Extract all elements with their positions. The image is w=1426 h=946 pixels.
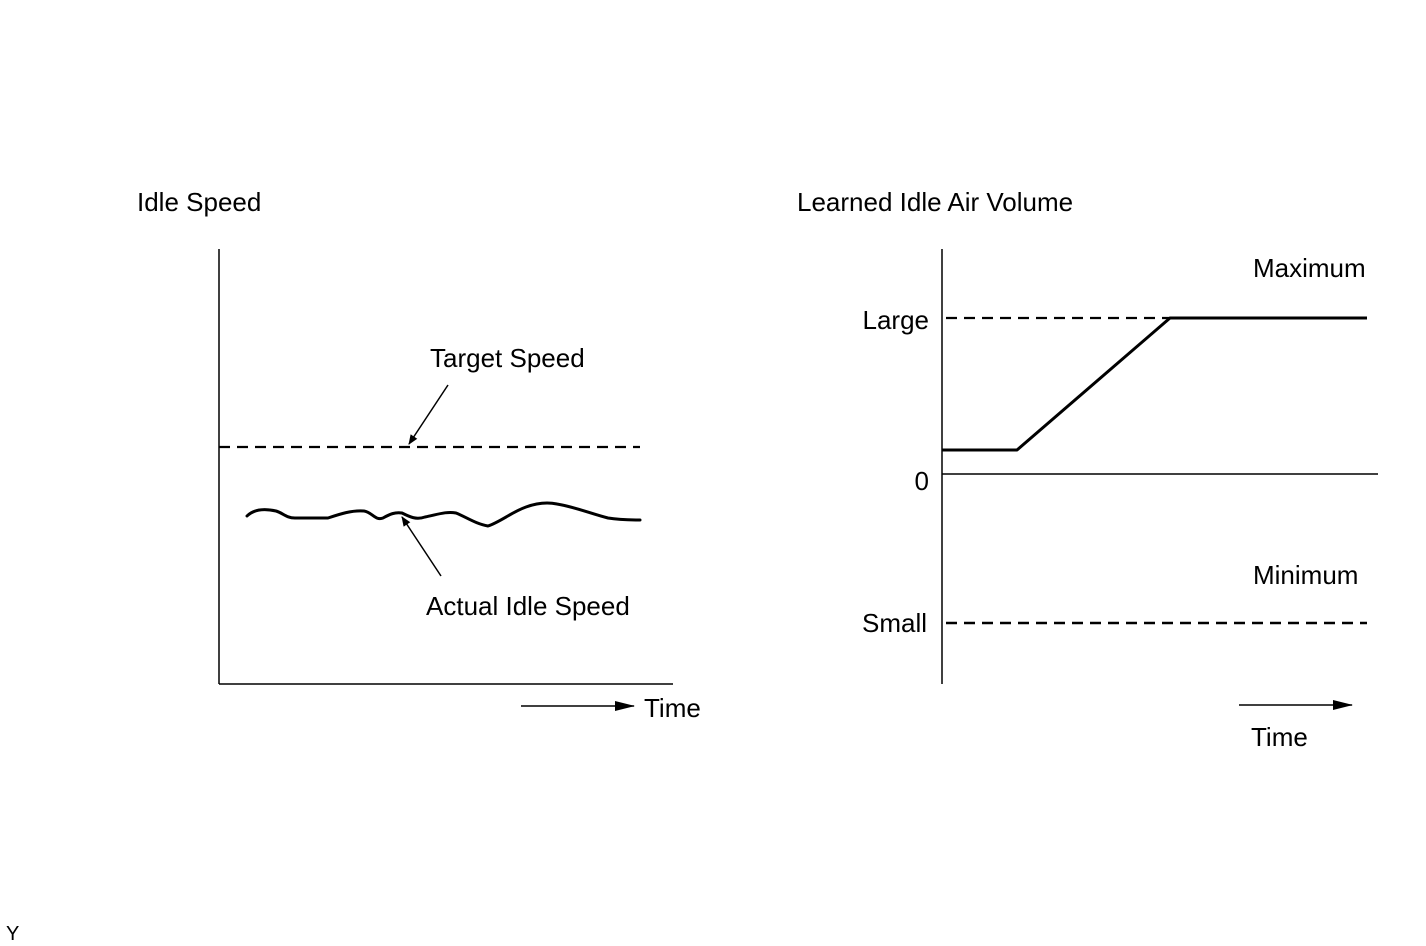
idle-speed-axis-title: Idle Speed xyxy=(137,187,261,217)
learned-air-volume-title: Learned Idle Air Volume xyxy=(797,187,1073,217)
learned-air-volume-diagram: Learned Idle Air Volume Maximum Large 0 … xyxy=(797,187,1378,752)
target-speed-label: Target Speed xyxy=(430,343,585,373)
minimum-label: Minimum xyxy=(1253,560,1358,590)
small-label: Small xyxy=(862,608,927,638)
learned-air-volume-curve xyxy=(942,316,1367,452)
idle-speed-diagram: Idle Speed Target Speed Actual Idle Spee… xyxy=(137,187,701,723)
actual-speed-pointer-arrow xyxy=(401,516,442,577)
large-label: Large xyxy=(863,305,930,335)
corner-mark: Y xyxy=(6,923,19,945)
maximum-label: Maximum xyxy=(1253,253,1366,283)
zero-label: 0 xyxy=(915,466,929,496)
left-time-label: Time xyxy=(644,693,701,723)
actual-idle-speed-label: Actual Idle Speed xyxy=(426,591,630,621)
actual-idle-speed-curve xyxy=(245,501,642,528)
right-time-label: Time xyxy=(1251,722,1308,752)
target-speed-pointer-arrow xyxy=(408,384,449,445)
